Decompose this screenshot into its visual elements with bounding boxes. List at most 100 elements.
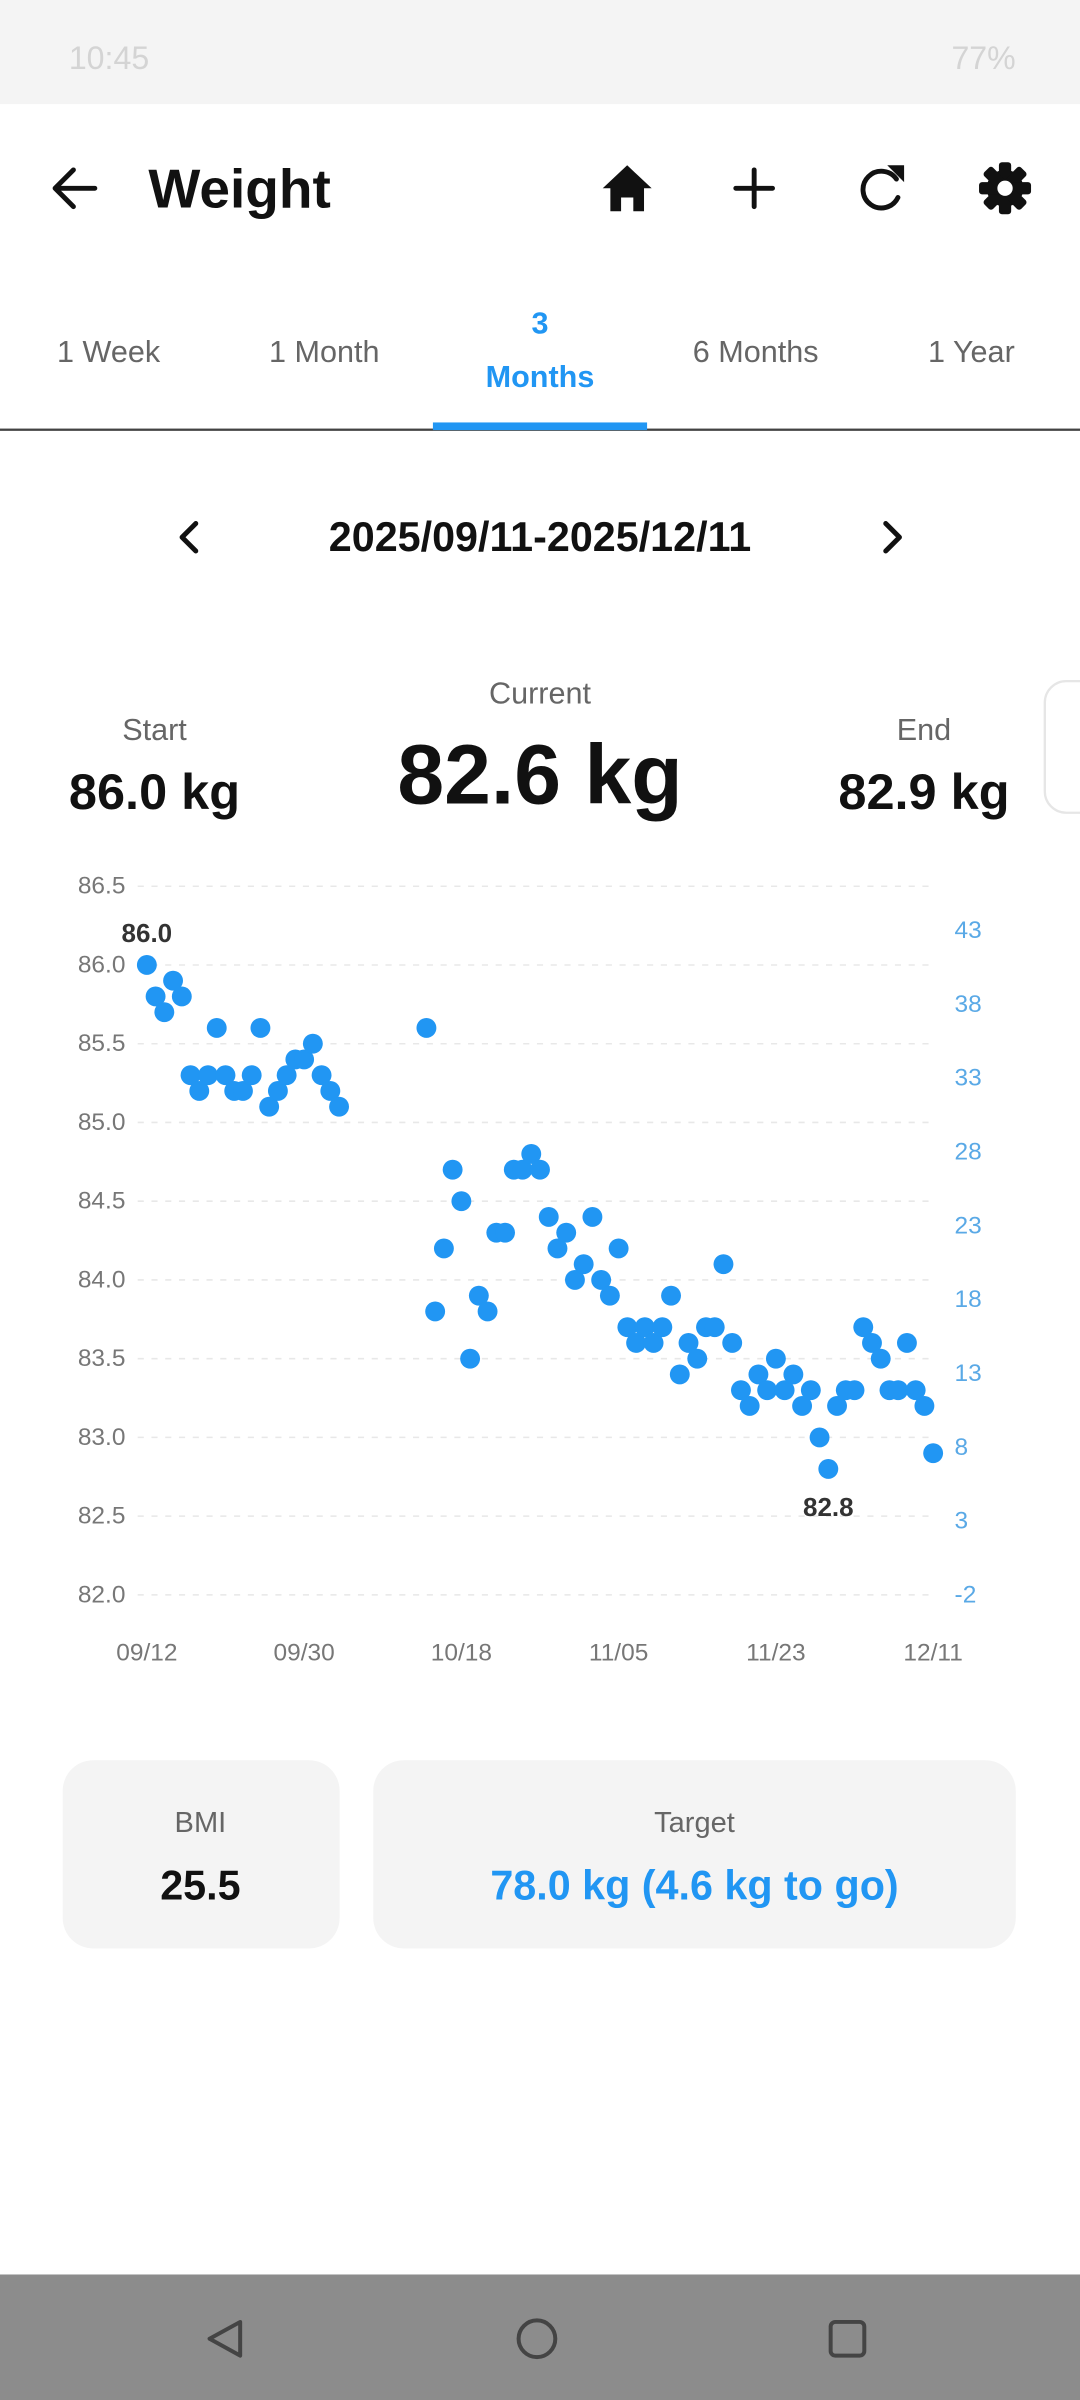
data-point xyxy=(678,1332,699,1353)
data-point xyxy=(713,1254,734,1275)
data-point xyxy=(862,1332,882,1353)
settings-button[interactable] xyxy=(979,162,1032,215)
data-point xyxy=(730,1380,751,1401)
data-point xyxy=(722,1332,743,1353)
data-point xyxy=(433,1238,454,1259)
data-point xyxy=(591,1269,612,1290)
data-point xyxy=(189,1081,210,1101)
page-title: Weight xyxy=(148,157,331,219)
data-point xyxy=(302,1033,323,1054)
data-point xyxy=(748,1364,769,1385)
data-point xyxy=(276,1065,297,1086)
nav-back[interactable] xyxy=(207,2319,243,2358)
value-label: 82.8 xyxy=(803,1492,854,1522)
data-point xyxy=(800,1380,821,1401)
y2-tick-label: 38 xyxy=(955,991,982,1018)
weight-chart: 82.0 82.5 83.0 83.5 84.0 84.5 85.0 85.5 86.0 86.5… xyxy=(78,873,982,1667)
y-tick-label: 86.0 xyxy=(78,951,126,978)
x-tick-label: 11/05 xyxy=(589,1640,648,1667)
tab-indicator xyxy=(432,422,648,431)
current-label: Current xyxy=(489,676,591,710)
data-point xyxy=(215,1065,236,1086)
data-point xyxy=(634,1317,655,1338)
data-point xyxy=(547,1238,568,1259)
side-card-edge xyxy=(1043,679,1080,814)
y2-tick-label: -2 xyxy=(955,1581,977,1608)
y2-tick-label: 3 xyxy=(955,1508,969,1535)
add-button[interactable] xyxy=(733,167,775,210)
data-point xyxy=(626,1332,647,1353)
y2-tick-label: 18 xyxy=(955,1286,982,1313)
end-value: 82.9 kg xyxy=(838,763,1009,820)
data-point xyxy=(460,1348,481,1369)
tab[interactable]: 1 Month xyxy=(269,335,380,369)
target-value: 78.0 kg (4.6 kg to go) xyxy=(490,1863,898,1909)
y-tick-label: 86.5 xyxy=(78,873,126,900)
y-tick-label: 84.0 xyxy=(78,1266,126,1293)
data-point xyxy=(704,1317,725,1338)
data-point xyxy=(870,1348,891,1369)
data-point xyxy=(923,1443,944,1464)
data-point xyxy=(136,955,157,975)
data-point xyxy=(206,1018,227,1038)
y-tick-label: 83.5 xyxy=(78,1345,126,1372)
y-tick-label: 82.5 xyxy=(78,1503,126,1530)
status-time: 10:45 xyxy=(69,40,149,76)
data-point xyxy=(250,1018,271,1038)
data-point xyxy=(530,1159,550,1180)
navigation-bar xyxy=(0,2274,1080,2400)
data-point xyxy=(416,1018,437,1038)
y2-tick-label: 28 xyxy=(955,1138,982,1165)
home-button[interactable] xyxy=(602,165,652,212)
end-label: End xyxy=(897,713,951,747)
start-label: Start xyxy=(122,713,187,747)
data-point xyxy=(468,1285,489,1306)
data-point xyxy=(565,1269,585,1290)
tab[interactable]: 6 Months xyxy=(693,335,819,369)
data-point xyxy=(512,1159,533,1180)
data-point xyxy=(914,1395,935,1416)
status-battery: 77% xyxy=(951,40,1015,76)
data-point xyxy=(154,1002,175,1023)
tab-selected[interactable]: 3 Months xyxy=(485,307,595,395)
data-point xyxy=(442,1159,463,1180)
data-point xyxy=(643,1332,664,1353)
data-point xyxy=(521,1143,542,1164)
bmi-label: BMI xyxy=(175,1807,227,1839)
data-point xyxy=(233,1081,253,1101)
next-range-button[interactable] xyxy=(883,521,902,554)
y-tick-label: 85.5 xyxy=(78,1030,126,1057)
nav-home[interactable] xyxy=(516,2318,558,2360)
data-point xyxy=(818,1458,839,1479)
data-point xyxy=(538,1206,559,1227)
target-card[interactable] xyxy=(373,1760,1016,1949)
data-point xyxy=(241,1065,262,1086)
data-point xyxy=(809,1427,830,1448)
data-point xyxy=(311,1065,332,1086)
data-point xyxy=(320,1081,341,1101)
x-tick-label: 12/11 xyxy=(903,1640,962,1667)
nav-recents[interactable] xyxy=(828,2319,867,2358)
tab[interactable]: 1 Week xyxy=(57,335,161,369)
y2-tick-label: 13 xyxy=(955,1360,982,1387)
y2-tick-label: 43 xyxy=(955,917,982,944)
data-point xyxy=(687,1348,708,1369)
data-point xyxy=(853,1317,874,1338)
prev-range-button[interactable] xyxy=(179,521,199,554)
data-point xyxy=(792,1395,813,1416)
target-label: Target xyxy=(654,1807,735,1839)
data-point xyxy=(259,1096,280,1117)
x-tick-label: 10/18 xyxy=(431,1640,492,1667)
data-point xyxy=(608,1238,629,1259)
refresh-button[interactable] xyxy=(860,165,905,211)
data-point xyxy=(573,1254,594,1275)
data-point xyxy=(617,1317,638,1338)
data-point xyxy=(198,1065,218,1086)
data-point xyxy=(556,1222,577,1243)
data-point xyxy=(145,986,166,1007)
data-point xyxy=(171,986,192,1007)
tab[interactable]: 1 Year xyxy=(928,335,1015,369)
x-tick-label: 09/12 xyxy=(116,1640,177,1667)
back-button[interactable] xyxy=(52,167,98,210)
data-point xyxy=(905,1380,926,1401)
